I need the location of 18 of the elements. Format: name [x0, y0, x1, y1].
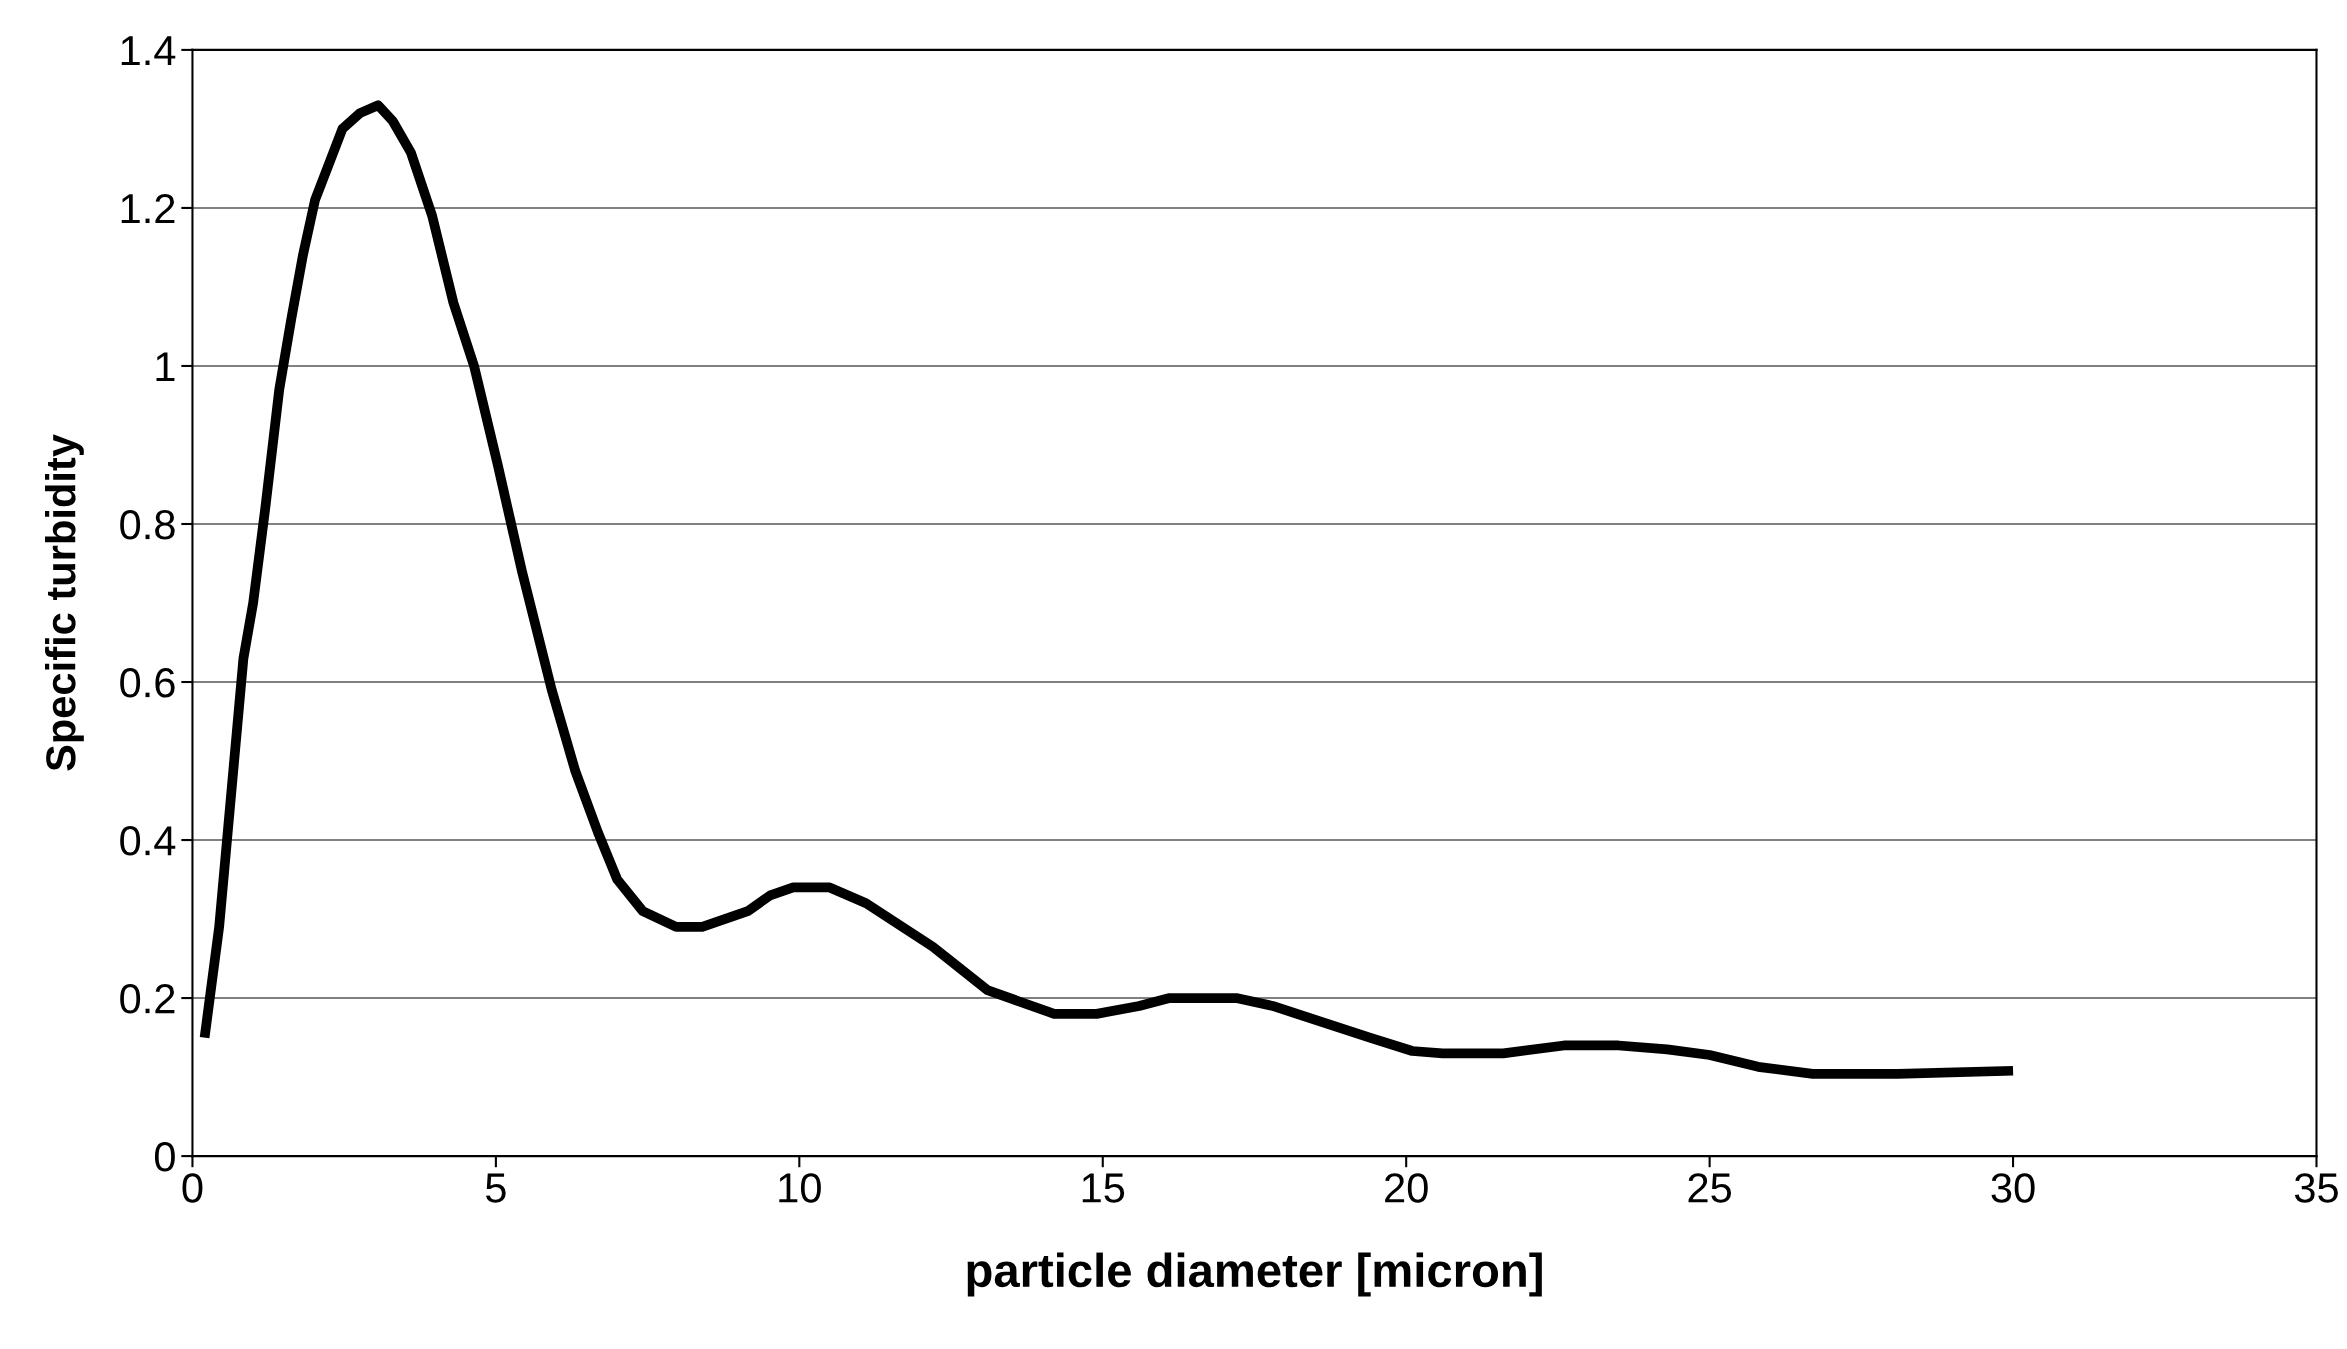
y-tick-label: 0.6 [120, 668, 175, 698]
y-tick-label: 1.2 [121, 193, 175, 224]
x-tick-label: 20 [1385, 1173, 1428, 1203]
x-tick-label: 10 [779, 1173, 821, 1203]
y-tick-label: 0.4 [120, 826, 176, 856]
y-tick-label: 0 [154, 1142, 175, 1172]
x-tick-label: 30 [1991, 1173, 2035, 1203]
x-tick-label: 25 [1688, 1173, 1732, 1203]
x-tick-label: 15 [1082, 1173, 1125, 1203]
y-tick-label: 0.8 [120, 509, 175, 540]
y-tick-label: 0.2 [120, 984, 175, 1014]
y-tick-label: 1 [156, 352, 175, 382]
y-tick-label: 1.4 [121, 36, 176, 66]
x-tick-label: 0 [182, 1173, 203, 1203]
x-tick-label: 5 [485, 1173, 506, 1203]
x-tick-label: 35 [2294, 1173, 2338, 1203]
x-axis-title: particle diameter [micron] [967, 1252, 1542, 1297]
y-axis-title: Specific turbidity [45, 434, 84, 771]
